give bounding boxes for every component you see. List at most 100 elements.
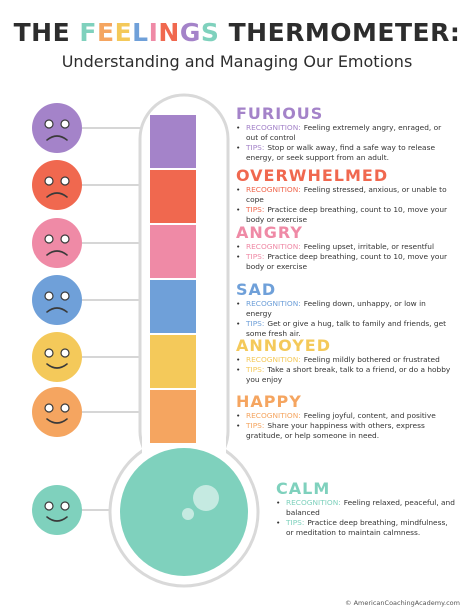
bullet: TIPS:Practice deep breathing, count to 1… xyxy=(236,205,451,225)
eye xyxy=(60,501,70,511)
connector-lines xyxy=(82,127,142,511)
mouth xyxy=(46,418,68,424)
bullet: TIPS:Practice deep breathing, mindfulnes… xyxy=(276,518,456,538)
bullet-text: Share your happiness with others, expres… xyxy=(246,421,425,440)
subtitle: Understanding and Managing Our Emotions xyxy=(61,52,413,71)
bullet-label: RECOGNITION: xyxy=(246,299,301,308)
title-highlight: FEELINGS xyxy=(79,18,220,47)
eye xyxy=(44,119,54,129)
face xyxy=(32,103,82,153)
bullet: TIPS:Practice deep breathing, count to 1… xyxy=(236,252,451,272)
emotion-name: ANGRY xyxy=(236,223,303,242)
bullet-label: RECOGNITION: xyxy=(246,123,301,132)
segment xyxy=(150,390,196,443)
segment xyxy=(150,115,196,168)
bullet: RECOGNITION:Feeling relaxed, peaceful, a… xyxy=(276,498,456,518)
bullet-text: Feeling down, unhappy, or low in energy xyxy=(246,299,426,318)
segment xyxy=(150,335,196,388)
emotion-name: SAD xyxy=(236,280,277,299)
bullet-label: RECOGNITION: xyxy=(246,242,301,251)
emotion-name: OVERWHELMED xyxy=(236,166,389,185)
eye xyxy=(60,291,70,301)
bullet-label: TIPS: xyxy=(246,365,265,374)
bullet-label: RECOGNITION: xyxy=(246,185,301,194)
emotion-block: ANGRYRECOGNITION:Feeling upset, irritabl… xyxy=(236,224,451,272)
bullet: RECOGNITION:Feeling extremely angry, enr… xyxy=(236,123,451,143)
eye xyxy=(60,176,70,186)
bullet-label: TIPS: xyxy=(246,143,265,152)
bullet-text: Practice deep breathing, mindfulness, or… xyxy=(286,518,448,537)
footer: © AmericanCoachingAcademy.com xyxy=(345,599,460,607)
bullet-text: Feeling upset, irritable, or resentful xyxy=(303,242,435,251)
emotion-name: HAPPY xyxy=(236,392,302,411)
eye xyxy=(60,119,70,129)
bullet-label: TIPS: xyxy=(246,205,265,214)
face xyxy=(32,485,82,535)
bullet-text: Get or give a hug, talk to family and fr… xyxy=(246,319,447,338)
eye xyxy=(44,291,54,301)
emotion-block: ANNOYEDRECOGNITION:Feeling mildly bother… xyxy=(236,337,451,385)
bullet: RECOGNITION:Feeling joyful, content, and… xyxy=(236,411,451,421)
bullet-label: TIPS: xyxy=(246,252,265,261)
emotion-name: FURIOUS xyxy=(236,104,324,123)
bullet-label: RECOGNITION: xyxy=(286,498,341,507)
bubble xyxy=(182,508,194,520)
eye xyxy=(60,234,70,244)
face xyxy=(32,160,82,210)
bullet-text: Take a short break, talk to a friend, or… xyxy=(246,365,451,384)
face xyxy=(32,332,82,382)
eye xyxy=(44,234,54,244)
emotion-block: FURIOUSRECOGNITION:Feeling extremely ang… xyxy=(236,105,451,163)
face xyxy=(32,218,82,268)
bullet: TIPS:Take a short break, talk to a frien… xyxy=(236,365,451,385)
emotion-block: CALMRECOGNITION:Feeling relaxed, peacefu… xyxy=(276,480,456,538)
bullet: RECOGNITION:Feeling stressed, anxious, o… xyxy=(236,185,451,205)
bullet: TIPS:Stop or walk away, find a safe way … xyxy=(236,143,451,163)
segment xyxy=(150,280,196,333)
bullet-text: Stop or walk away, find a safe way to re… xyxy=(246,143,435,162)
mouth xyxy=(46,516,68,522)
bullet: TIPS:Share your happiness with others, e… xyxy=(236,421,451,441)
emotion-name: CALM xyxy=(276,479,331,498)
eye xyxy=(60,403,70,413)
mouth xyxy=(46,192,68,198)
mouth xyxy=(46,250,68,256)
emotion-block: OVERWHELMEDRECOGNITION:Feeling stressed,… xyxy=(236,167,451,225)
eye xyxy=(44,176,54,186)
mouth xyxy=(46,135,68,141)
emotion-block: SADRECOGNITION:Feeling down, unhappy, or… xyxy=(236,281,451,339)
bullet-text: Feeling stressed, anxious, or unable to … xyxy=(246,185,447,204)
title-part: THE xyxy=(13,18,71,47)
eye xyxy=(60,348,70,358)
bullet-text: Practice deep breathing, count to 10, mo… xyxy=(246,252,448,271)
bullet-text: Feeling relaxed, peaceful, and balanced xyxy=(286,498,455,517)
bullet-label: RECOGNITION: xyxy=(246,355,301,364)
face xyxy=(32,275,82,325)
bullet: RECOGNITION:Feeling upset, irritable, or… xyxy=(236,242,451,252)
bullet-text: Feeling mildly bothered or frustrated xyxy=(303,355,440,364)
mouth xyxy=(46,363,68,369)
eye xyxy=(44,403,54,413)
bullet-text: Feeling extremely angry, enraged, or out… xyxy=(246,123,442,142)
bubble xyxy=(193,485,219,511)
title-part: THERMOMETER: xyxy=(228,18,461,47)
bullet-text: Feeling joyful, content, and positive xyxy=(303,411,436,420)
bullet-label: TIPS: xyxy=(246,319,265,328)
emotion-block: HAPPYRECOGNITION:Feeling joyful, content… xyxy=(236,393,451,441)
bullet-text: Practice deep breathing, count to 10, mo… xyxy=(246,205,448,224)
bullet-label: RECOGNITION: xyxy=(246,411,301,420)
title: THE FEELINGS THERMOMETER: xyxy=(0,18,474,47)
segment xyxy=(150,170,196,223)
face xyxy=(32,387,82,437)
eye xyxy=(44,501,54,511)
bullet: RECOGNITION:Feeling mildly bothered or f… xyxy=(236,355,451,365)
bullet-label: TIPS: xyxy=(286,518,305,527)
emotion-name: ANNOYED xyxy=(236,336,331,355)
eye xyxy=(44,348,54,358)
bullet: TIPS:Get or give a hug, talk to family a… xyxy=(236,319,451,339)
bullet: RECOGNITION:Feeling down, unhappy, or lo… xyxy=(236,299,451,319)
bullet-label: TIPS: xyxy=(246,421,265,430)
segment xyxy=(150,225,196,278)
